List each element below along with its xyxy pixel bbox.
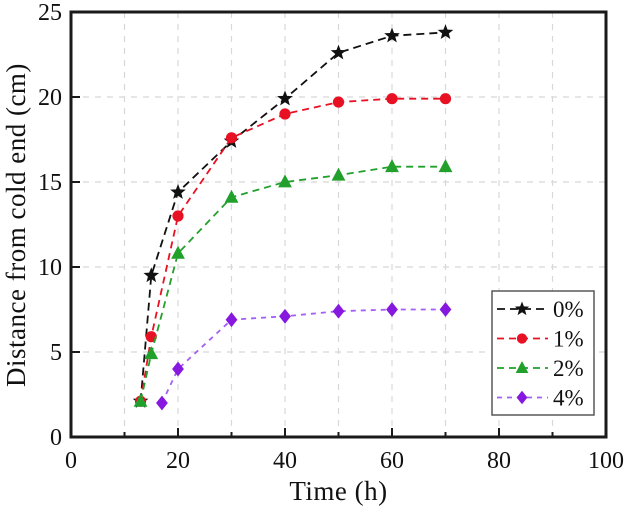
- y-axis-title: Distance from cold end (cm): [1, 63, 31, 387]
- legend-entry: 4%: [497, 386, 584, 411]
- data-point-marker-0pct: [143, 267, 160, 283]
- x-tick-label: 80: [487, 448, 511, 474]
- data-point-marker-1pct: [332, 96, 345, 108]
- y-tick-label: 10: [38, 255, 62, 281]
- data-point-marker-1pct: [225, 132, 238, 144]
- data-point-marker-0pct: [277, 90, 293, 106]
- y-tick-label: 20: [38, 85, 62, 111]
- data-point-marker-1pct: [439, 93, 452, 105]
- data-point-marker-4pct: [156, 395, 168, 411]
- x-tick-label: 100: [588, 448, 624, 474]
- data-point-marker-0pct: [437, 24, 454, 40]
- y-tick-label: 0: [50, 425, 62, 451]
- x-tick-label: 0: [65, 448, 77, 474]
- data-point-marker-1pct: [386, 93, 398, 105]
- series-line-0pct: [139, 31, 446, 402]
- legend-entry: 2%: [497, 356, 584, 381]
- legend-entry: 1%: [497, 327, 584, 352]
- legend-marker-1pct: [516, 333, 528, 344]
- legend-label: 2%: [553, 356, 584, 381]
- legend-label: 1%: [553, 327, 584, 352]
- legend-marker-4pct: [516, 390, 528, 405]
- data-point-marker-1pct: [172, 210, 184, 222]
- data-point-marker-2pct: [224, 189, 239, 203]
- y-tick-label: 15: [38, 170, 62, 196]
- legend-entry: 0%: [497, 297, 584, 322]
- legend-marker-2pct: [515, 361, 529, 373]
- series-line-1pct: [139, 97, 446, 402]
- series-line-4pct: [161, 308, 446, 404]
- data-point-marker-4pct: [225, 312, 238, 328]
- data-point-marker-2pct: [133, 393, 148, 407]
- data-point-marker-2pct: [385, 159, 399, 173]
- data-point-marker-4pct: [332, 303, 345, 319]
- legend-label: 4%: [553, 386, 584, 411]
- data-point-marker-2pct: [331, 167, 346, 181]
- data-point-marker-0pct: [384, 27, 400, 43]
- y-tick-label: 5: [50, 340, 62, 366]
- data-point-marker-0pct: [170, 184, 186, 199]
- legend: 0% 1% 2% 4%: [491, 290, 595, 416]
- data-point-marker-2pct: [438, 159, 453, 173]
- legend-box: [491, 290, 595, 416]
- x-tick-label: 20: [166, 448, 190, 474]
- x-tick-label: 60: [380, 448, 404, 474]
- x-axis-title: Time (h): [289, 476, 388, 506]
- y-tick-label: 25: [38, 0, 62, 26]
- data-point-marker-0pct: [330, 44, 347, 60]
- data-point-marker-4pct: [386, 302, 398, 317]
- legend-label: 0%: [553, 297, 584, 322]
- data-point-marker-4pct: [439, 302, 452, 317]
- data-point-marker-1pct: [145, 331, 157, 343]
- data-point-marker-4pct: [279, 308, 291, 324]
- data-point-marker-4pct: [172, 361, 184, 377]
- series-line-2pct: [139, 165, 446, 402]
- data-point-marker-1pct: [279, 108, 291, 120]
- data-point-marker-2pct: [171, 245, 185, 259]
- data-point-marker-2pct: [278, 174, 292, 188]
- legend-marker-0pct: [514, 301, 530, 316]
- data-point-marker-2pct: [144, 346, 159, 360]
- x-tick-label: 40: [273, 448, 297, 474]
